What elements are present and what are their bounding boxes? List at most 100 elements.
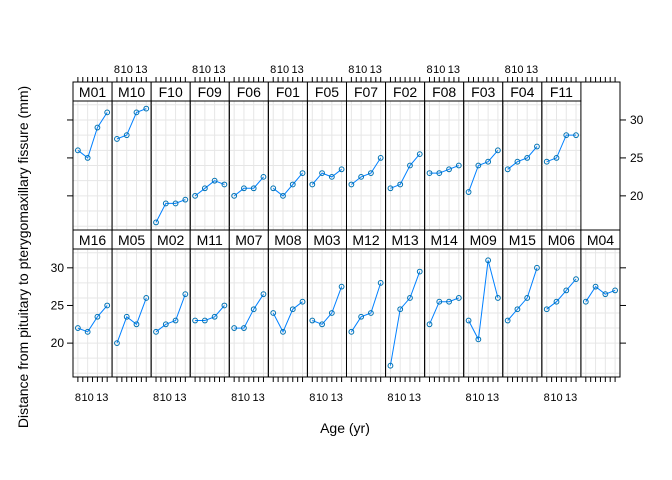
data-point [563, 287, 570, 294]
x-tick-label-top: 8 [114, 64, 120, 76]
data-point [592, 283, 599, 290]
x-tick-label-top: 13 [213, 64, 225, 76]
data-point [465, 317, 472, 324]
data-point [133, 109, 140, 116]
data-point [192, 192, 198, 199]
series-line [468, 149, 499, 193]
strip-label: F10 [159, 84, 183, 100]
data-point [280, 192, 286, 199]
panel-grid [190, 249, 230, 377]
data-point [74, 147, 81, 154]
data-point [368, 310, 374, 316]
data-point [221, 302, 228, 309]
panel-grid [541, 249, 581, 377]
data-point [143, 295, 150, 301]
data-point [328, 310, 335, 316]
data-point [416, 268, 423, 275]
data-point [162, 321, 169, 328]
panel-grid [346, 249, 386, 377]
data-point [192, 317, 198, 324]
data-point [602, 291, 609, 298]
panel-grid [151, 249, 191, 377]
strip-label: F06 [237, 84, 261, 100]
x-tick-label-top: 10 [433, 64, 445, 76]
series-line [195, 305, 225, 321]
strip-label: M08 [274, 232, 301, 248]
data-point [84, 155, 91, 161]
data-point [524, 295, 531, 301]
x-axis-title: Age (yr) [320, 420, 370, 436]
data-point [104, 109, 111, 116]
panel-m16: M16 [72, 229, 113, 378]
series-line [585, 285, 616, 302]
data-point [504, 317, 511, 324]
panel-m12: M12 [345, 229, 387, 378]
data-point [114, 136, 120, 142]
strip-label: F07 [354, 84, 378, 100]
x-tick-label-top: 8 [505, 64, 511, 76]
x-tick-label-bottom: 13 [487, 392, 499, 404]
data-point [446, 298, 452, 305]
data-point [250, 185, 257, 192]
axes-layer: 8 10 138 10 138 10 138 10 138 10 138 10 138 10 138 10 13… [51, 64, 644, 404]
panel-grid [112, 101, 152, 230]
data-point [416, 151, 423, 158]
data-point [104, 302, 111, 309]
data-point [514, 306, 521, 313]
x-tick-label-bottom: 13 [565, 392, 577, 404]
strip-label: F09 [198, 84, 222, 100]
panel-grid [112, 249, 152, 377]
series-line [234, 293, 264, 329]
x-tick-label-bottom: 10 [316, 392, 328, 404]
panel-grid [229, 249, 269, 377]
data-point [338, 283, 345, 290]
panels-layer: M01 M10 F10 F09 F06 F01 F05 F07 F02 F08 F03 F04 F11 M… [72, 81, 621, 378]
panel-m09: M09 [463, 229, 504, 378]
x-tick-label-bottom: 13 [96, 392, 108, 404]
x-tick-label-bottom: 10 [472, 392, 484, 404]
x-tick-label-bottom: 10 [82, 392, 94, 404]
strip-label: M10 [118, 84, 145, 100]
panel-f02: F02 [385, 81, 426, 231]
panel-f09: F09 [189, 81, 230, 231]
x-tick-label-top: 10 [121, 64, 133, 76]
x-tick-label-bottom: 8 [231, 392, 237, 404]
panel-m13: M13 [385, 229, 426, 378]
series-line [389, 271, 421, 366]
strip-label: M05 [118, 232, 145, 248]
panel-grid [424, 249, 464, 377]
series-line [546, 278, 577, 310]
data-point [299, 298, 306, 305]
x-tick-label-top: 10 [199, 64, 211, 76]
data-point [543, 306, 550, 313]
series-line [155, 294, 186, 333]
panel-m05: M05 [111, 229, 152, 378]
y-axis-title: Distance from pituitary to pterygomaxill… [15, 86, 31, 428]
panel-grid [73, 249, 113, 377]
series-line [429, 297, 459, 325]
data-point [514, 158, 521, 165]
data-point [582, 298, 589, 305]
panel-grid [385, 249, 425, 377]
data-point [368, 170, 374, 176]
data-point [133, 321, 140, 328]
x-tick-label-top: 13 [448, 64, 460, 76]
x-tick-label-bottom: 10 [550, 392, 562, 404]
panel-grid [463, 249, 503, 377]
x-tick-label-bottom: 13 [252, 392, 264, 404]
data-point [573, 132, 579, 139]
data-point [358, 313, 365, 320]
x-tick-label-top: 8 [426, 64, 432, 76]
panel-grid [580, 249, 620, 377]
data-point [338, 166, 345, 173]
y-tick-label-left: 20 [51, 336, 65, 350]
data-point [182, 291, 189, 298]
strip-label: M04 [587, 232, 614, 248]
data-point [260, 173, 267, 180]
panel-f11: F11 [541, 81, 582, 231]
data-point [201, 317, 208, 324]
strip-label: M16 [79, 232, 106, 248]
x-tick-label-top: 13 [526, 64, 538, 76]
series-line [272, 172, 303, 197]
x-tick-label-top: 8 [270, 64, 276, 76]
